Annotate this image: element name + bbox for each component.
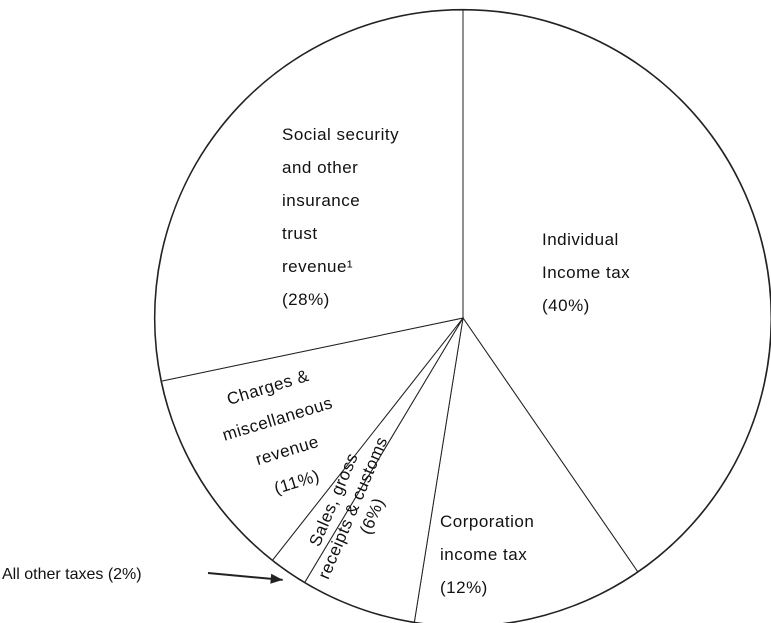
pie-slice-charges-misc-revenue <box>160 317 465 561</box>
slice-label-line: Individual <box>542 230 619 249</box>
slice-label-social-security-insurance: Social security and other insurance trust re… <box>282 125 399 309</box>
annotation-arrow-line <box>207 572 283 581</box>
slice-label-line: income tax <box>440 545 527 564</box>
slice-label-corporation-income-tax: Corporation income tax (12%) <box>440 512 534 597</box>
slice-label-line: and other <box>282 158 358 177</box>
pie-slice-individual-income-tax <box>462 9 771 573</box>
pie-slice-social-security-insurance <box>154 9 464 382</box>
slice-label-individual-income-tax: Individual Income tax (40%) <box>542 230 630 315</box>
annotation-all-other-taxes: All other taxes (2%) <box>2 566 142 583</box>
pie-slice-corporation-income-tax <box>413 316 639 623</box>
slice-label-line: Income tax <box>542 263 630 282</box>
slice-label-line: insurance <box>282 191 360 210</box>
slice-label-line: revenue¹ <box>282 257 353 276</box>
annotation-arrow-head <box>270 573 283 584</box>
slice-label-line: Social security <box>282 125 399 144</box>
slice-label-line: Corporation <box>440 512 534 531</box>
slice-label-line: (28%) <box>282 290 330 309</box>
slice-label-line: (40%) <box>542 296 590 315</box>
pie-slice-sales-gross-receipts-customs <box>304 317 464 623</box>
slice-label-line: (12%) <box>440 578 488 597</box>
slice-label-line: trust <box>282 224 318 243</box>
